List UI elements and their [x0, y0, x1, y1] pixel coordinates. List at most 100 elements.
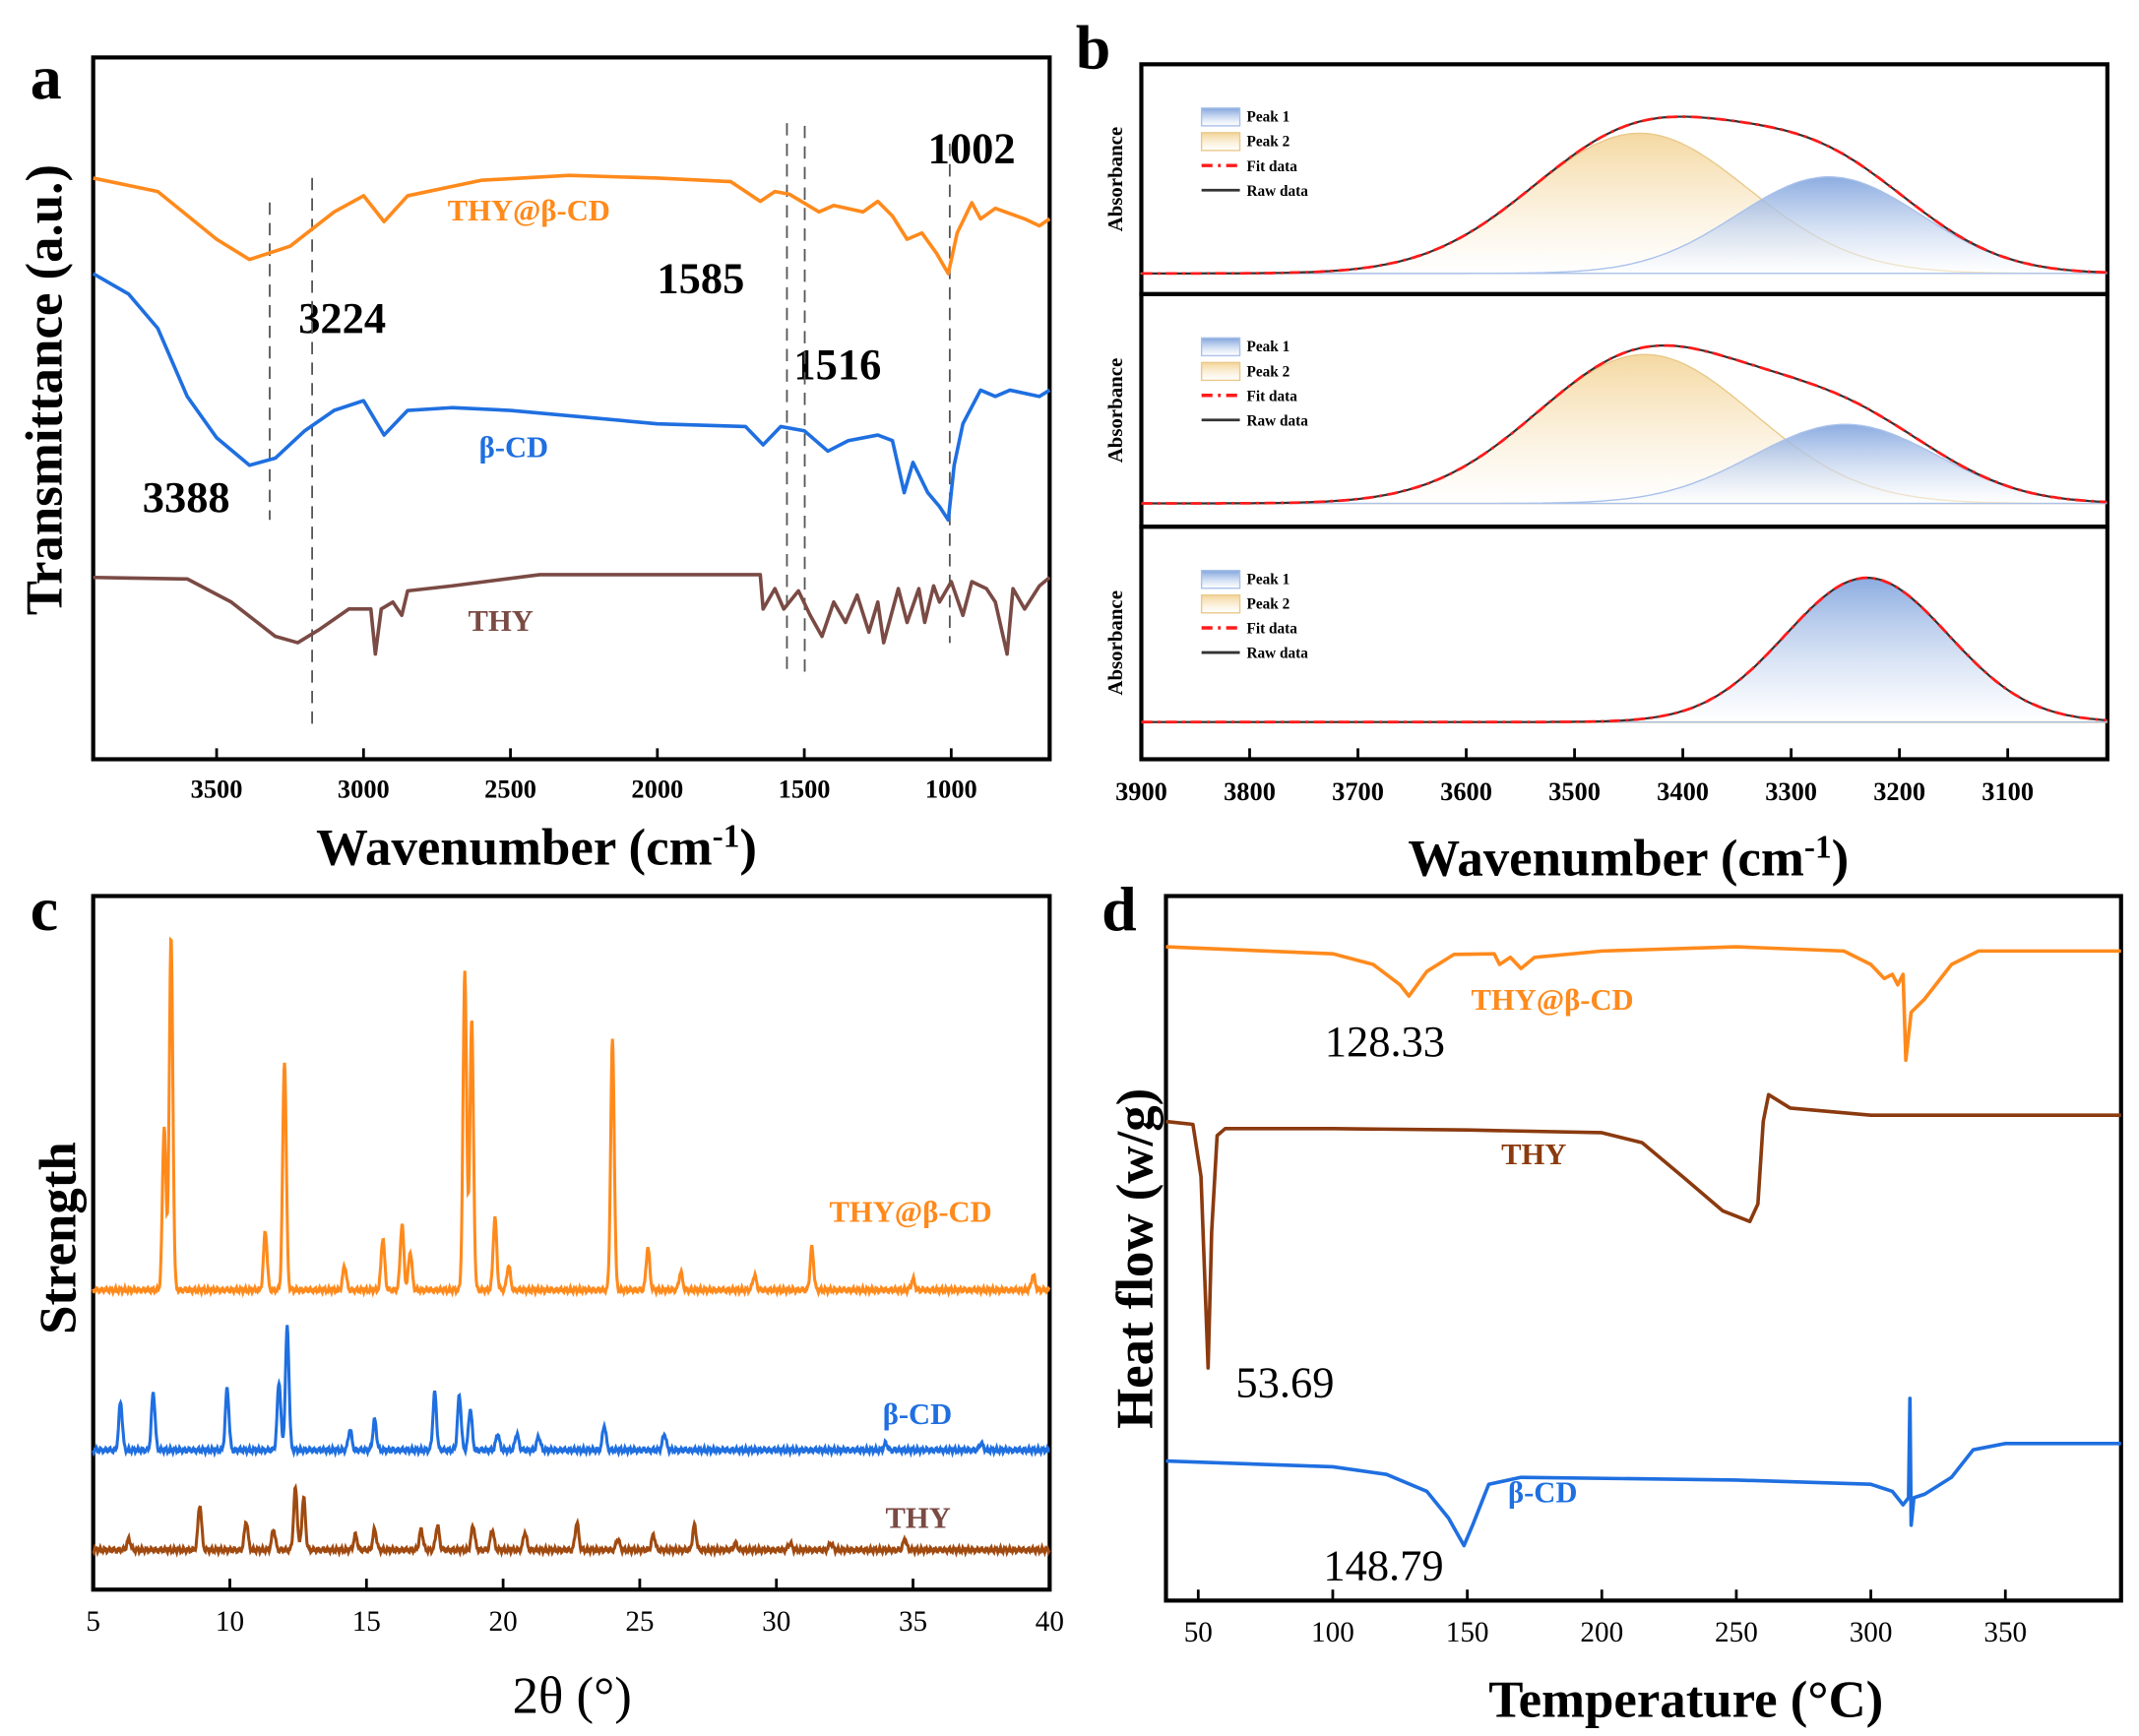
x-tick-label: 3800	[1224, 776, 1276, 806]
x-tick-label: 150	[1446, 1617, 1489, 1648]
y-axis-title-bottom: Absorbance	[1103, 590, 1127, 696]
panel-label-c: c	[31, 874, 58, 944]
x-axis-title: Wavenumber (cm-1)	[1408, 829, 1849, 887]
series-label-bcd: β-CD	[479, 430, 548, 464]
legend-label: Fit data	[1247, 388, 1298, 404]
y-axis-title-middle: Absorbance	[1103, 358, 1127, 464]
legend-label: Fit data	[1247, 158, 1298, 175]
x-tick-label: 35	[899, 1606, 927, 1638]
legend-label: Peak 1	[1247, 109, 1290, 126]
annotation-53-69: 53.69	[1235, 1357, 1334, 1406]
x-axis-title-end: )	[1832, 831, 1850, 888]
x-tick-label: 3500	[191, 774, 243, 803]
panel-label-b: b	[1076, 13, 1111, 83]
series-line	[1165, 1396, 2121, 1548]
series-line	[93, 573, 1051, 656]
series-label-thy-bcd: THY@β-CD	[1471, 983, 1633, 1017]
series-label-bcd: β-CD	[883, 1397, 952, 1431]
series-line	[92, 272, 1051, 523]
x-axis-title-main: Wavenumber (cm	[1408, 831, 1803, 888]
x-axis-title-end: )	[739, 820, 757, 877]
legend: Peak 1 Peak 2 Fit data Raw data	[1200, 569, 1309, 662]
plot-frame	[1164, 894, 2123, 1603]
x-tick-label: 350	[1983, 1617, 2027, 1648]
x-tick-label: 3500	[1548, 776, 1601, 806]
legend: Peak 1 Peak 2 Fit data Raw data	[1200, 107, 1309, 200]
legend-label: Raw data	[1247, 412, 1309, 429]
panel-c-xrd: c Strength 2θ (°) THY@β-CD β-CD THY 5 10 1…	[31, 874, 1064, 1724]
x-tick-label: 50	[1184, 1617, 1213, 1648]
y-axis-title-top: Absorbance	[1103, 127, 1127, 232]
annotation-1516: 1516	[793, 340, 881, 389]
x-tick-label: 3100	[1982, 776, 2034, 806]
series-line	[93, 173, 1051, 276]
series-label-thy-bcd: THY@β-CD	[830, 1195, 992, 1228]
series-line	[1165, 1092, 2121, 1370]
series-label-bcd: β-CD	[1508, 1475, 1577, 1509]
legend-swatch-peak2	[1200, 593, 1241, 614]
legend: Peak 1 Peak 2 Fit data Raw data	[1200, 337, 1309, 429]
series-line	[92, 1325, 1050, 1458]
x-tick-label: 1500	[779, 774, 831, 803]
legend-label: Peak 1	[1247, 339, 1290, 355]
x-tick-label: 3600	[1440, 776, 1492, 806]
panel-b-peak-fitting: b Wavenumber (cm-1) Absorbance Absorbanc…	[1076, 13, 2109, 888]
panel-a-ftir: a Transmittance (a.u.) Wavenumber (cm-1)…	[17, 42, 1052, 877]
x-tick-label: 3300	[1765, 776, 1817, 806]
legend-swatch-peak1	[1200, 569, 1241, 589]
panel-label-a: a	[31, 42, 62, 112]
y-axis-title: Heat flow (w/g)	[1107, 1088, 1164, 1429]
x-tick-label: 20	[489, 1606, 518, 1638]
x-axis-title-sup: -1	[1804, 829, 1832, 865]
annotation-3224: 3224	[298, 293, 386, 342]
x-tick-label: 3700	[1332, 776, 1384, 806]
fit-data-line	[1141, 115, 2107, 276]
annotation-1585: 1585	[657, 253, 744, 302]
legend-swatch-peak2	[1200, 132, 1241, 152]
x-tick-label: 15	[352, 1606, 381, 1638]
legend-label: Peak 2	[1247, 363, 1290, 380]
x-tick-label: 3000	[338, 774, 390, 803]
legend-label: Raw data	[1247, 183, 1309, 200]
y-axis-title: Strength	[31, 1142, 88, 1334]
x-axis-title: 2θ (°)	[513, 1667, 632, 1724]
legend-label: Peak 1	[1247, 572, 1290, 589]
series-label-thy-bcd: THY@β-CD	[448, 194, 610, 227]
subplot-frame	[1139, 525, 2109, 762]
x-tick-label: 2500	[484, 774, 536, 803]
legend-swatch-peak1	[1200, 337, 1241, 357]
series-label-thy: THY	[469, 604, 534, 638]
x-tick-label: 3900	[1115, 776, 1167, 806]
x-tick-label: 250	[1715, 1617, 1758, 1648]
x-axis-title-sup: -1	[713, 818, 740, 854]
x-tick-label: 3400	[1657, 776, 1709, 806]
subplot-3: Peak 1 Peak 2 Fit data Raw data	[1139, 525, 2109, 762]
panel-d-dsc: d Heat flow (w/g) Temperature (°C) THY@β…	[1101, 874, 2123, 1729]
x-axis-title-main: Wavenumber (cm	[316, 820, 712, 877]
series-label-thy: THY	[886, 1502, 951, 1535]
series-line	[92, 936, 1051, 1298]
x-tick-label: 300	[1850, 1617, 1893, 1648]
x-tick-label: 10	[216, 1606, 244, 1638]
series-label-thy: THY	[1501, 1138, 1566, 1171]
fit-data-line	[1141, 576, 2107, 724]
y-axis-title: Transmittance (a.u.)	[17, 164, 74, 615]
x-axis-title: Temperature (°C)	[1488, 1672, 1883, 1729]
subplot-1: Peak 1 Peak 2 Fit data Raw data	[1139, 62, 2109, 296]
legend-swatch-peak2	[1200, 361, 1241, 382]
x-tick-label: 100	[1311, 1617, 1354, 1648]
series-line	[92, 1482, 1051, 1559]
x-tick-label: 40	[1036, 1606, 1064, 1638]
legend-label: Peak 2	[1247, 134, 1290, 151]
x-tick-label: 25	[625, 1606, 654, 1638]
annotation-1002: 1002	[928, 123, 1016, 172]
annotation-128-33: 128.33	[1325, 1017, 1445, 1066]
x-tick-label: 200	[1580, 1617, 1623, 1648]
legend-label: Raw data	[1247, 646, 1309, 662]
plot-frame	[91, 55, 1052, 762]
annotation-3388: 3388	[143, 472, 230, 522]
x-tick-label: 1000	[925, 774, 977, 803]
legend-label: Fit data	[1247, 621, 1298, 638]
annotation-148-79: 148.79	[1323, 1541, 1443, 1590]
